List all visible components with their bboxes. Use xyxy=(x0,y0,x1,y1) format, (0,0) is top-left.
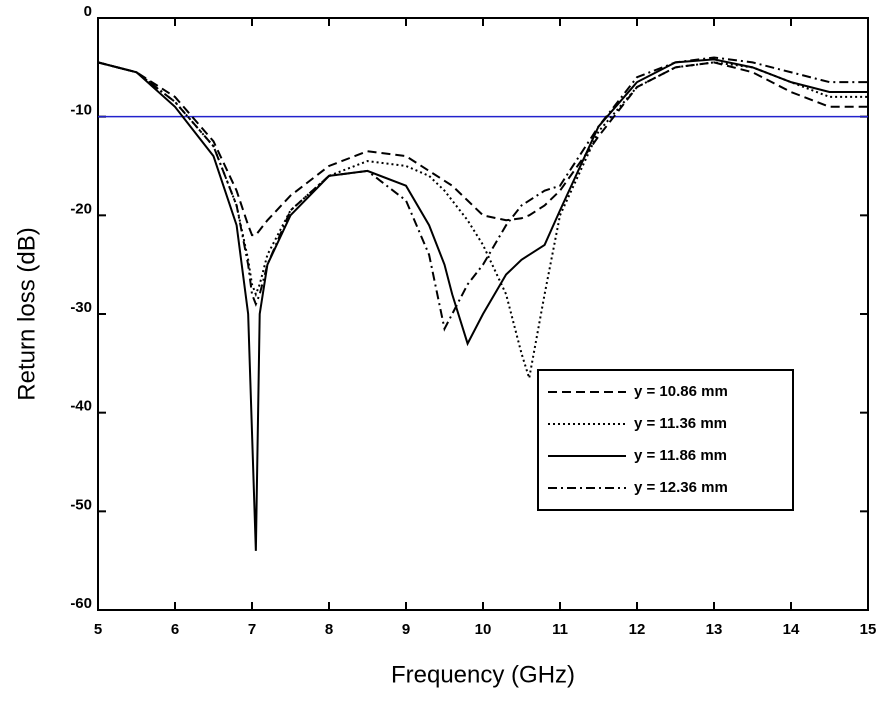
y-tick-label: -50 xyxy=(70,496,92,513)
y-axis-title: Return loss (dB) xyxy=(13,227,40,400)
x-tick-label: 7 xyxy=(248,621,256,638)
y-tick-label: -10 xyxy=(70,102,92,119)
x-tick-label: 5 xyxy=(94,621,102,638)
x-tick-label: 12 xyxy=(629,621,646,638)
x-tick-label: 10 xyxy=(475,621,492,638)
x-tick-label: 15 xyxy=(860,621,877,638)
x-tick-label: 8 xyxy=(325,621,333,638)
y-tick-label: 0 xyxy=(84,3,92,20)
y-tick-label: -20 xyxy=(70,200,92,217)
x-tick-label: 13 xyxy=(706,621,723,638)
y-tick-label: -30 xyxy=(70,299,92,316)
legend-label: y = 11.86 mm xyxy=(634,447,727,464)
x-tick-label: 14 xyxy=(783,621,800,638)
x-tick-label: 9 xyxy=(402,621,410,638)
legend-label: y = 11.36 mm xyxy=(634,415,727,432)
x-axis-title: Frequency (GHz) xyxy=(391,661,575,688)
x-tick-label: 11 xyxy=(552,621,568,638)
legend-box xyxy=(537,369,794,511)
y-tick-label: -40 xyxy=(70,398,92,415)
x-tick-label: 6 xyxy=(171,621,179,638)
legend-label: y = 10.86 mm xyxy=(634,383,728,400)
y-tick-label: -60 xyxy=(70,595,92,612)
legend-label: y = 12.36 mm xyxy=(634,479,728,496)
series-line xyxy=(97,61,868,237)
series-line xyxy=(97,58,868,551)
